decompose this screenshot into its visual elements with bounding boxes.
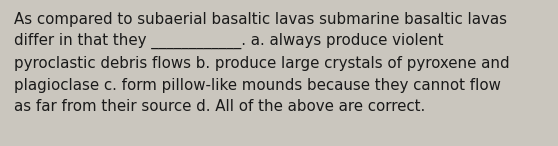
Text: As compared to subaerial basaltic lavas submarine basaltic lavas
differ in that : As compared to subaerial basaltic lavas … bbox=[14, 12, 509, 114]
